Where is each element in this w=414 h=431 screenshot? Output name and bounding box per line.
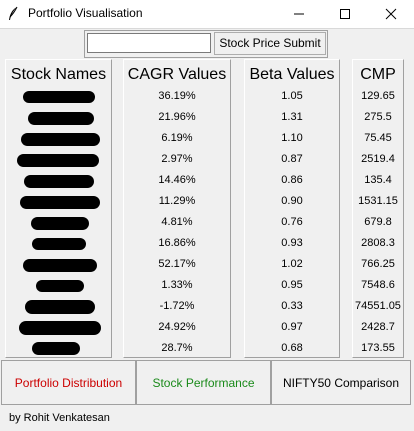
cmp-cell: 275.5 — [364, 111, 392, 123]
beta-cell: 0.87 — [281, 153, 303, 165]
author-credit: by Rohit Venkatesan — [9, 412, 110, 424]
title-bar: Portfolio Visualisation — [0, 0, 414, 28]
cagr-cell: 21.96% — [158, 111, 196, 123]
stock-performance-button[interactable]: Stock Performance — [136, 360, 271, 405]
cmp-cell: 2808.3 — [361, 237, 395, 249]
cmp-cell: 74551.05 — [355, 300, 401, 312]
beta-cell: 0.86 — [281, 174, 303, 186]
cmp-cell: 2519.4 — [361, 153, 395, 165]
cmp-cell: 135.4 — [364, 174, 392, 186]
beta-cell: 0.33 — [281, 300, 303, 312]
window-title: Portfolio Visualisation — [28, 6, 143, 20]
close-button[interactable] — [368, 0, 414, 28]
maximize-button[interactable] — [322, 0, 368, 28]
beta-cell: 0.68 — [281, 342, 303, 354]
redacted-stock-name — [25, 300, 95, 314]
redacted-stock-name — [23, 91, 95, 103]
beta-cell: 0.97 — [281, 321, 303, 333]
portfolio-distribution-button[interactable]: Portfolio Distribution — [1, 360, 136, 405]
nifty50-comparison-button[interactable]: NIFTY50 Comparison — [271, 360, 411, 405]
redacted-stock-name — [20, 196, 100, 209]
cmp-cell: 679.8 — [364, 216, 392, 228]
cagr-cell: 28.7% — [161, 342, 193, 354]
cagr-cell: -1.72% — [159, 300, 195, 312]
beta-cell: 1.10 — [281, 132, 303, 144]
redacted-stock-name — [31, 217, 89, 230]
redacted-stock-name — [24, 175, 94, 188]
cagr-cell: 14.46% — [158, 174, 196, 186]
maximize-icon — [340, 9, 350, 19]
redacted-stock-name — [32, 238, 86, 250]
cagr-values-column: CAGR Values 36.19% 21.96% 6.19% 2.97% 14… — [123, 59, 231, 358]
stock-input[interactable] — [87, 33, 211, 53]
cmp-cell: 173.55 — [361, 342, 395, 354]
cagr-cell: 11.29% — [158, 195, 196, 207]
redacted-stock-name — [36, 280, 84, 292]
beta-cell: 0.93 — [281, 237, 303, 249]
cmp-cell: 129.65 — [361, 90, 395, 102]
beta-cell: 1.31 — [281, 111, 303, 123]
beta-cell: 1.02 — [281, 258, 303, 270]
cagr-cell: 2.97% — [161, 153, 193, 165]
cagr-cell: 36.19% — [158, 90, 196, 102]
redacted-stock-name — [28, 112, 94, 125]
beta-values-column: Beta Values 1.05 1.31 1.10 0.87 0.86 0.9… — [244, 59, 340, 358]
cagr-cell: 24.92% — [158, 321, 196, 333]
cmp-cell: 766.25 — [361, 258, 395, 270]
redacted-stock-name — [32, 342, 80, 355]
beta-cell: 0.76 — [281, 216, 303, 228]
stock-names-column: Stock Names — [5, 59, 112, 358]
cmp-cell: 2428.7 — [361, 321, 395, 333]
stock-price-submit-button[interactable]: Stock Price Submit — [214, 32, 326, 55]
cagr-cell: 4.81% — [161, 216, 193, 228]
stock-names-header: Stock Names — [10, 66, 107, 83]
feather-icon — [9, 6, 18, 20]
beta-cell: 0.95 — [281, 279, 303, 291]
cagr-cell: 52.17% — [158, 258, 196, 270]
minimize-icon — [294, 13, 304, 15]
redacted-stock-name — [23, 259, 97, 272]
cmp-cell: 7548.6 — [361, 279, 395, 291]
redacted-stock-name — [17, 154, 99, 167]
cmp-cell: 1531.15 — [358, 195, 398, 207]
redacted-stock-name — [21, 133, 100, 146]
beta-cell: 0.90 — [281, 195, 303, 207]
cagr-cell: 6.19% — [161, 132, 193, 144]
beta-cell: 1.05 — [281, 90, 303, 102]
cagr-cell: 16.86% — [158, 237, 196, 249]
cmp-column: CMP 129.65 275.5 75.45 2519.4 135.4 1531… — [352, 59, 404, 358]
cagr-cell: 1.33% — [161, 279, 193, 291]
input-frame — [84, 30, 328, 58]
cmp-header: CMP — [360, 66, 396, 83]
beta-values-header: Beta Values — [249, 66, 335, 83]
cmp-cell: 75.45 — [364, 132, 392, 144]
cagr-values-header: CAGR Values — [127, 66, 227, 83]
minimize-button[interactable] — [276, 0, 322, 28]
close-icon — [385, 8, 397, 20]
redacted-stock-name — [19, 321, 101, 335]
